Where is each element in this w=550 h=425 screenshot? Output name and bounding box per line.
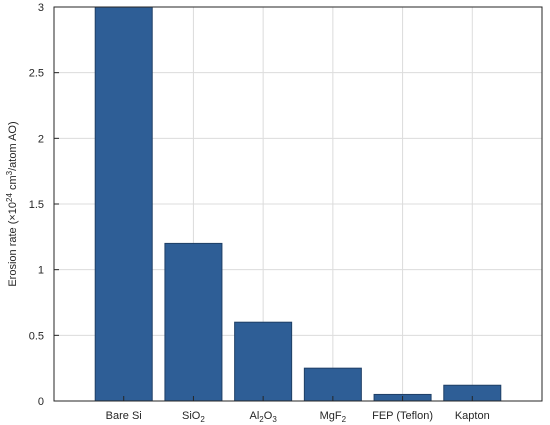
x-tick-label: Kapton xyxy=(455,410,490,422)
x-tick-label: FEP (Teflon) xyxy=(372,410,433,422)
bar xyxy=(234,321,293,402)
y-tick-label: 1 xyxy=(38,265,44,277)
x-tick-label: SiO2 xyxy=(182,410,205,424)
x-tick-label: Bare Si xyxy=(106,410,142,422)
y-axis-label: Erosion rate (×1024 cm3/atom AO) xyxy=(5,121,19,286)
y-tick-label: 0 xyxy=(38,396,44,408)
y-tick-label: 2 xyxy=(38,133,44,145)
x-tick-label: MgF2 xyxy=(320,410,347,424)
x-axis-ticks: Bare Si SiO2 Al2O3 MgF2 FEP (Teflon) Kapton xyxy=(106,396,490,424)
y-tick-label: 3 xyxy=(38,2,44,14)
bar xyxy=(164,242,223,402)
y-tick-label: 1.5 xyxy=(29,199,44,211)
bars-group xyxy=(94,6,502,402)
y-tick-label: 0.5 xyxy=(29,330,44,342)
x-tick-label: Al2O3 xyxy=(250,410,278,424)
bar xyxy=(94,6,153,402)
bar xyxy=(303,367,362,402)
y-axis-ticks: 0 0.5 1 1.5 2 2.5 3 xyxy=(29,2,59,408)
y-tick-label: 2.5 xyxy=(29,68,44,80)
